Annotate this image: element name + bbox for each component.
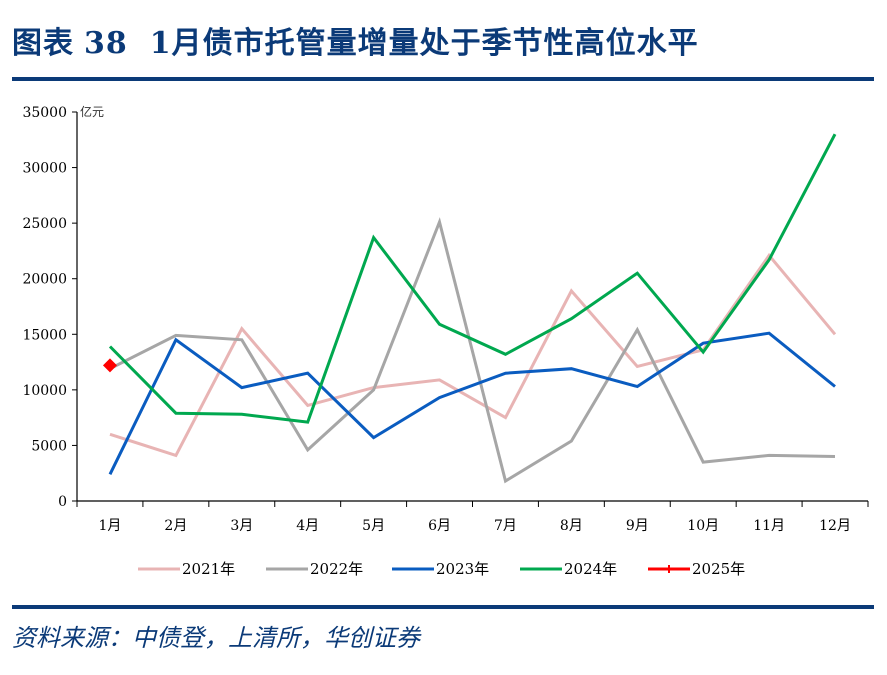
x-tick-label: 2月: [164, 518, 187, 534]
source-divider: [12, 605, 874, 609]
x-tick-label: 5月: [362, 518, 385, 534]
series-marker-2025年: [102, 358, 117, 373]
series-line-2023年: [108, 331, 836, 475]
x-tick-label: 10月: [687, 518, 719, 534]
x-tick-label: 4月: [296, 518, 319, 534]
x-tick-label: 7月: [494, 518, 517, 534]
figure-title: 图表 38 1月债市托管量增量处于季节性高位水平: [12, 18, 699, 62]
figure-title-text: 1月债市托管量增量处于季节性高位水平: [149, 26, 699, 61]
x-tick-label: 12月: [819, 518, 851, 534]
y-tick-label: 5000: [31, 438, 67, 454]
x-tick-label: 11月: [753, 518, 785, 534]
y-tick-label: 0: [58, 494, 67, 510]
legend-label: 2025年: [692, 560, 745, 578]
title-divider: [12, 77, 874, 81]
x-tick-label: 8月: [560, 518, 583, 534]
y-tick-label: 35000: [22, 105, 67, 121]
series-line-2021年: [109, 252, 837, 458]
x-tick-label: 9月: [626, 518, 649, 534]
legend-label: 2021年: [182, 560, 235, 578]
x-tick-label: 1月: [98, 518, 121, 534]
figure-number: 38: [84, 26, 128, 61]
y-tick-label: 10000: [22, 383, 67, 399]
y-tick-label: 30000: [22, 161, 67, 177]
legend-label: 2022年: [310, 560, 363, 578]
series-line-2024年: [108, 133, 837, 424]
line-chart: 0 5000 10000 15000 20000 25000 30000 35000 亿元 1月 2…: [22, 104, 869, 578]
y-tick-label: 20000: [22, 272, 67, 288]
source-note: 资料来源：中债登，上清所，华创证券: [12, 624, 420, 652]
legend-label: 2024年: [564, 560, 617, 578]
x-tick-label: 3月: [230, 518, 253, 534]
legend-label: 2023年: [436, 560, 489, 578]
figure-label: 图表: [12, 26, 74, 61]
y-tick-label: 25000: [22, 216, 67, 232]
series-line-2022年: [109, 217, 836, 484]
y-unit-label: 亿元: [80, 104, 104, 119]
x-tick-label: 6月: [428, 518, 451, 534]
y-tick-label: 15000: [22, 327, 67, 343]
